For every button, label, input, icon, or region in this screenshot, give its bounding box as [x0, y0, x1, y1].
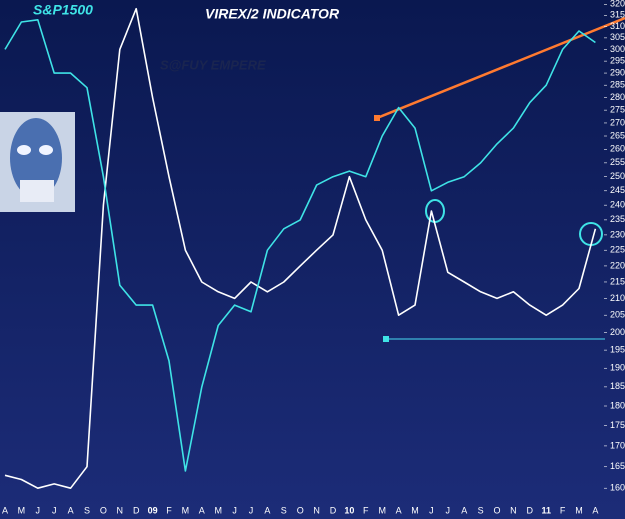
x-tick-label: J: [249, 505, 254, 515]
x-tick-label: D: [330, 505, 337, 515]
x-tick-label: D: [527, 505, 534, 515]
x-tick-label: N: [117, 505, 124, 515]
x-tick-label: A: [68, 505, 74, 515]
x-tick-label: A: [396, 505, 402, 515]
x-tick-label: S: [478, 505, 484, 515]
x-tick-label: 11: [541, 505, 551, 515]
y-tick-label: 265: [610, 130, 625, 140]
x-tick-label: O: [100, 505, 107, 515]
y-tick-label: 280: [610, 92, 625, 102]
x-tick-label: J: [52, 505, 57, 515]
y-tick-label: 230: [610, 229, 625, 239]
y-tick-label: 270: [610, 117, 625, 127]
y-tick-label: 170: [610, 440, 625, 450]
x-tick-label: M: [182, 505, 190, 515]
y-tick-label: 190: [610, 363, 625, 373]
y-tick-label: 305: [610, 32, 625, 42]
legend-label: VIREX/2 INDICATOR: [205, 6, 340, 22]
series-line: [4, 18, 596, 472]
y-tick-label: 245: [610, 185, 625, 195]
y-tick-label: 195: [610, 344, 625, 354]
y-tick-label: 300: [610, 44, 625, 54]
x-tick-label: O: [493, 505, 500, 515]
trend-marker: [374, 115, 380, 121]
x-tick-label: N: [313, 505, 320, 515]
x-tick-label: A: [2, 505, 8, 515]
y-tick-label: 260: [610, 144, 625, 154]
y-tick-label: 200: [610, 327, 625, 337]
x-tick-label: S: [281, 505, 287, 515]
portrait: [0, 112, 75, 212]
y-tick-label: 185: [610, 381, 625, 391]
x-tick-label: A: [461, 505, 467, 515]
x-tick-label: F: [166, 505, 172, 515]
y-tick-label: 160: [610, 483, 625, 493]
y-tick-label: 295: [610, 56, 625, 66]
y-tick-label: 310: [610, 21, 625, 31]
y-tick-label: 220: [610, 260, 625, 270]
x-tick-label: J: [446, 505, 451, 515]
x-tick-label: A: [264, 505, 270, 515]
y-tick-label: 255: [610, 157, 625, 167]
x-tick-label: D: [133, 505, 140, 515]
watermark: S@FUY EMPERE: [160, 57, 266, 72]
x-tick-label: F: [560, 505, 566, 515]
series-line: [4, 7, 597, 490]
y-tick-label: 320: [610, 0, 625, 9]
x-tick-label: S: [84, 505, 90, 515]
y-tick-label: 240: [610, 200, 625, 210]
y-tick-label: 205: [610, 310, 625, 320]
x-tick-label: 10: [344, 505, 354, 515]
y-tick-label: 290: [610, 67, 625, 77]
x-tick-label: F: [363, 505, 369, 515]
y-tick-label: 175: [610, 420, 625, 430]
y-tick-label: 165: [610, 461, 625, 471]
x-tick-label: M: [214, 505, 222, 515]
x-tick-label: M: [378, 505, 386, 515]
x-tick-label: M: [18, 505, 26, 515]
y-tick-label: 215: [610, 276, 625, 286]
y-tick-label: 180: [610, 400, 625, 410]
x-tick-label: N: [510, 505, 517, 515]
x-tick-label: A: [199, 505, 205, 515]
x-tick-label: A: [592, 505, 598, 515]
x-tick-label: 09: [148, 505, 158, 515]
x-tick-label: M: [575, 505, 583, 515]
support-marker: [383, 336, 389, 342]
y-tick-label: 250: [610, 171, 625, 181]
x-tick-label: J: [36, 505, 41, 515]
legend-label: S&P1500: [33, 2, 93, 18]
y-tick-label: 225: [610, 245, 625, 255]
x-tick-label: M: [411, 505, 419, 515]
y-tick-label: 210: [610, 293, 625, 303]
x-tick-label: J: [232, 505, 237, 515]
x-tick-label: O: [297, 505, 304, 515]
y-tick-label: 275: [610, 105, 625, 115]
x-tick-label: J: [429, 505, 434, 515]
y-tick-label: 315: [610, 10, 625, 20]
y-tick-label: 235: [610, 214, 625, 224]
y-tick-label: 285: [610, 80, 625, 90]
